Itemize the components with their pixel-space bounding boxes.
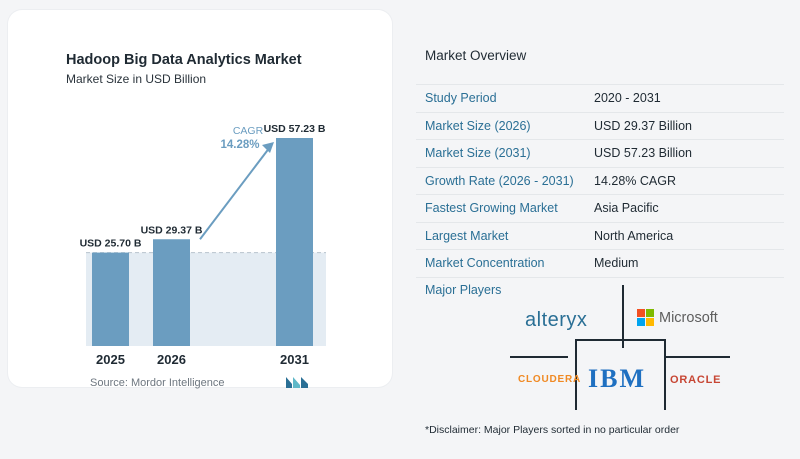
overview-label: Growth Rate (2026 - 2031) <box>425 173 574 188</box>
mordor-logo-icon <box>286 377 308 388</box>
x-tick-label: 2025 <box>96 352 125 367</box>
chart-subtitle: Market Size in USD Billion <box>66 72 207 86</box>
overview-value: USD 29.37 Billion <box>594 118 692 133</box>
overview-title: Market Overview <box>425 48 527 63</box>
cloudera-logo: CLOUDERA <box>518 374 582 385</box>
cagr-arrow-line <box>199 146 271 240</box>
grid-divider <box>622 285 624 348</box>
bar-2031 <box>276 138 313 346</box>
cagr-label: CAGR <box>233 125 264 137</box>
chart-card: Hadoop Big Data Analytics Market Market … <box>8 10 392 389</box>
overview-label: Market Size (2026) <box>425 118 531 133</box>
overview-row: Growth Rate (2026 - 2031) 14.28% CAGR <box>416 168 784 195</box>
grid-divider <box>510 356 568 358</box>
source-note: Source: Mordor Intelligence <box>90 377 225 389</box>
microsoft-windows-icon <box>637 309 655 327</box>
overview-panel: Market Overview Study Period 2020 - 2031 … <box>400 0 800 459</box>
overview-value: USD 57.23 Billion <box>594 146 692 160</box>
major-players-title: Major Players <box>425 283 502 297</box>
alteryx-logo: alteryx <box>525 309 588 331</box>
x-tick-label: 2026 <box>157 352 186 367</box>
overview-row: Market Size (2031) USD 57.23 Billion <box>416 140 784 168</box>
overview-row: Market Concentration Medium <box>416 250 784 278</box>
oracle-logo: ORACLE <box>670 374 722 386</box>
data-label: USD 57.23 B <box>264 123 326 135</box>
bar-chart: USD 25.70 B 2025 USD 29.37 B 2026 USD 57.23 … <box>80 123 326 367</box>
x-tick-label: 2031 <box>280 352 309 367</box>
grid-divider <box>664 356 730 358</box>
ibm-logo: IBM <box>588 364 646 393</box>
cagr-value: 14.28% <box>220 139 259 151</box>
overview-value: 14.28% CAGR <box>594 173 676 188</box>
overview-value: North America <box>594 228 674 243</box>
overview-label: Study Period <box>425 91 497 105</box>
overview-value: Asia Pacific <box>594 201 659 215</box>
overview-label: Market Size (2031) <box>425 146 531 160</box>
data-label: USD 25.70 B <box>80 238 142 250</box>
data-label: USD 29.37 B <box>141 224 203 236</box>
overview-row: Study Period 2020 - 2031 <box>416 84 784 113</box>
microsoft-wordmark: Microsoft <box>659 310 718 326</box>
grid-divider <box>575 339 665 341</box>
overview-row: Fastest Growing Market Asia Pacific <box>416 195 784 223</box>
microsoft-logo: Microsoft <box>637 309 718 327</box>
cagr-arrow-head <box>262 142 274 153</box>
overview-row: Largest Market North America <box>416 223 784 250</box>
grid-divider <box>664 339 666 410</box>
overview-value: Medium <box>594 256 639 270</box>
overview-row: Market Size (2026) USD 29.37 Billion <box>416 113 784 140</box>
overview-label: Fastest Growing Market <box>425 201 558 215</box>
chart-title: Hadoop Big Data Analytics Market <box>66 52 302 68</box>
overview-label: Largest Market <box>425 228 509 243</box>
overview-table: Study Period 2020 - 2031 Market Size (202… <box>416 84 784 278</box>
grid-divider <box>575 339 577 410</box>
bar-2025 <box>92 252 129 346</box>
overview-label: Market Concentration <box>425 256 545 270</box>
disclaimer: *Disclaimer: Major Players sorted in no … <box>425 424 680 436</box>
major-players-grid: alteryx Microsoft CLOUDERA IBM ORACLE <box>500 285 740 410</box>
bar-2026 <box>153 239 190 346</box>
overview-value: 2020 - 2031 <box>594 91 661 105</box>
